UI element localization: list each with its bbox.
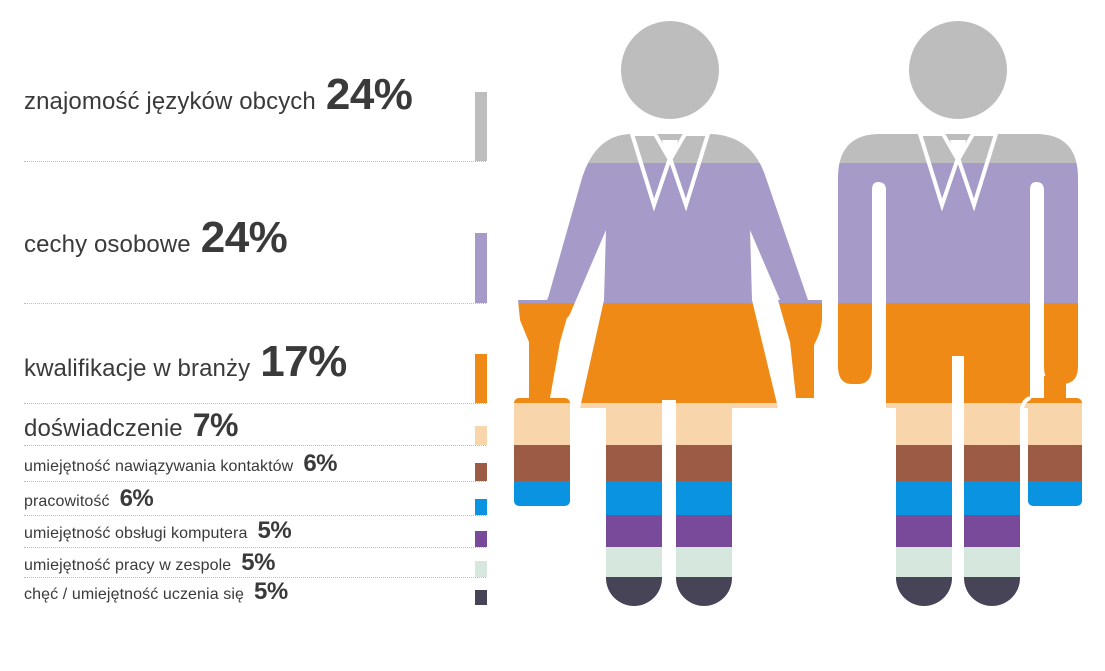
category-label: umiejętność nawiązywania kontaktów	[24, 458, 294, 475]
legend-color-bar	[475, 561, 487, 577]
legend-label: pracowitość 6%	[24, 485, 154, 513]
figure-band	[838, 21, 1082, 163]
dotted-divider	[24, 515, 486, 516]
legend-label: cechy osobowe 24%	[24, 213, 288, 263]
figure-band	[838, 481, 1082, 515]
category-label: znajomość języków obcych	[24, 88, 316, 115]
legend-color-bar	[475, 233, 487, 303]
figure-band	[838, 515, 1082, 547]
value-label: 7%	[192, 407, 239, 443]
category-label: umiejętność pracy w zespole	[24, 557, 232, 574]
legend-color-bar	[475, 426, 487, 445]
legend-label: umiejętność pracy w zespole 5%	[24, 549, 275, 577]
legend-label: doświadczenie 7%	[24, 407, 238, 444]
dotted-divider	[24, 403, 486, 404]
dotted-divider	[24, 577, 486, 578]
value-label: 5%	[241, 549, 275, 576]
legend-color-bar	[475, 499, 487, 515]
legend-label: umiejętność nawiązywania kontaktów 6%	[24, 450, 338, 478]
legend-label: znajomość języków obcych 24%	[24, 70, 413, 120]
legend-color-bar	[475, 354, 487, 403]
figure-band	[838, 403, 1082, 445]
category-label: umiejętność obsługi komputera	[24, 525, 248, 542]
legend-label: kwalifikacje w branży 17%	[24, 337, 347, 387]
category-label: kwalifikacje w branży	[24, 355, 251, 382]
value-label: 24%	[200, 213, 288, 262]
value-label: 5%	[257, 517, 292, 544]
value-label: 6%	[119, 485, 154, 512]
value-label: 6%	[303, 450, 338, 477]
legend-label: umiejętność obsługi komputera 5%	[24, 517, 292, 545]
category-label: chęć / umiejętność uczenia się	[24, 586, 244, 603]
legend-color-bar	[475, 92, 487, 161]
chart-legend: znajomość języków obcych 24% cechy osobowe…	[0, 0, 500, 671]
dotted-divider	[24, 547, 486, 548]
legend-color-bar	[475, 531, 487, 547]
value-label: 24%	[325, 70, 413, 119]
category-label: doświadczenie	[24, 415, 183, 442]
figure-band	[838, 445, 1082, 481]
dotted-divider	[24, 481, 486, 482]
figure-band	[838, 577, 1082, 606]
legend-color-bar	[475, 590, 487, 605]
value-label: 17%	[260, 337, 347, 386]
category-label: cechy osobowe	[24, 231, 191, 258]
dotted-divider	[24, 303, 486, 304]
figure-details	[629, 132, 1031, 606]
figure-band	[838, 547, 1082, 577]
dotted-divider	[24, 445, 486, 446]
legend-label: chęć / umiejętność uczenia się 5%	[24, 578, 288, 606]
category-label: pracowitość	[24, 493, 110, 510]
value-label: 5%	[254, 578, 288, 605]
dotted-divider	[24, 161, 486, 162]
legend-color-bar	[475, 463, 487, 481]
